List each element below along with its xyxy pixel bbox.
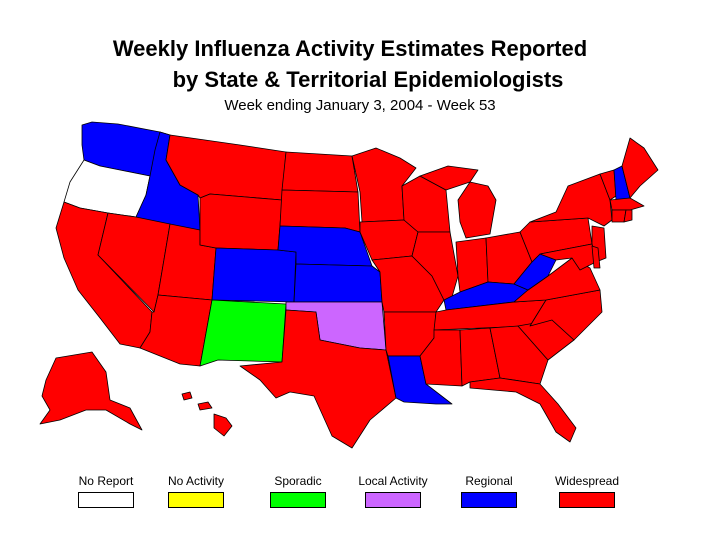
state-maine	[621, 137, 659, 199]
state-south-dakota	[279, 189, 361, 233]
legend-swatch	[559, 492, 615, 508]
state-kansas	[293, 263, 383, 303]
state-florida	[469, 377, 577, 443]
state-delaware	[591, 245, 601, 269]
state-georgia	[489, 325, 549, 385]
state-hawaii-3	[213, 413, 233, 437]
legend-item-widespread: Widespread	[542, 474, 632, 513]
state-maryland	[539, 243, 597, 271]
legend-swatch	[168, 492, 224, 508]
legend-label: Sporadic	[274, 474, 322, 488]
map-title-line-2: by State & Territorial Epidemiologists	[172, 67, 564, 92]
state-massachusetts	[609, 197, 645, 211]
state-texas	[239, 309, 397, 449]
map-subtitle: Week ending January 3, 2004 - Week 53	[224, 97, 496, 114]
state-iowa	[359, 219, 419, 261]
state-new-mexico	[199, 299, 287, 367]
state-wyoming	[199, 193, 283, 251]
map-title-line-1: Weekly Influenza Activity Estimates Repo…	[112, 36, 588, 61]
legend-item-local-activity: Local Activity	[348, 474, 438, 513]
state-hawaii-1	[181, 391, 193, 401]
legend-label: Local Activity	[358, 474, 428, 488]
legend-label: Widespread	[554, 474, 620, 488]
state-michigan-upper	[419, 165, 479, 191]
state-colorado	[211, 247, 297, 303]
state-michigan	[457, 181, 497, 239]
state-new-york	[529, 173, 613, 227]
legend-swatch	[78, 492, 134, 508]
legend-swatch	[270, 492, 326, 508]
legend-item-regional: Regional	[444, 474, 534, 513]
legend-item-sporadic: Sporadic	[253, 474, 343, 513]
legend-label: Regional	[465, 474, 513, 488]
state-alaska	[39, 351, 143, 431]
state-north-dakota	[281, 151, 359, 193]
legend-swatch	[461, 492, 517, 508]
legend-label: No Report	[78, 474, 134, 488]
legend-item-no-activity: No Activity	[151, 474, 241, 513]
legend-item-no-report: No Report	[61, 474, 151, 513]
state-rhode-island	[623, 209, 633, 223]
legend-swatch	[365, 492, 421, 508]
state-hawaii-2	[197, 401, 213, 411]
legend-label: No Activity	[167, 474, 224, 488]
